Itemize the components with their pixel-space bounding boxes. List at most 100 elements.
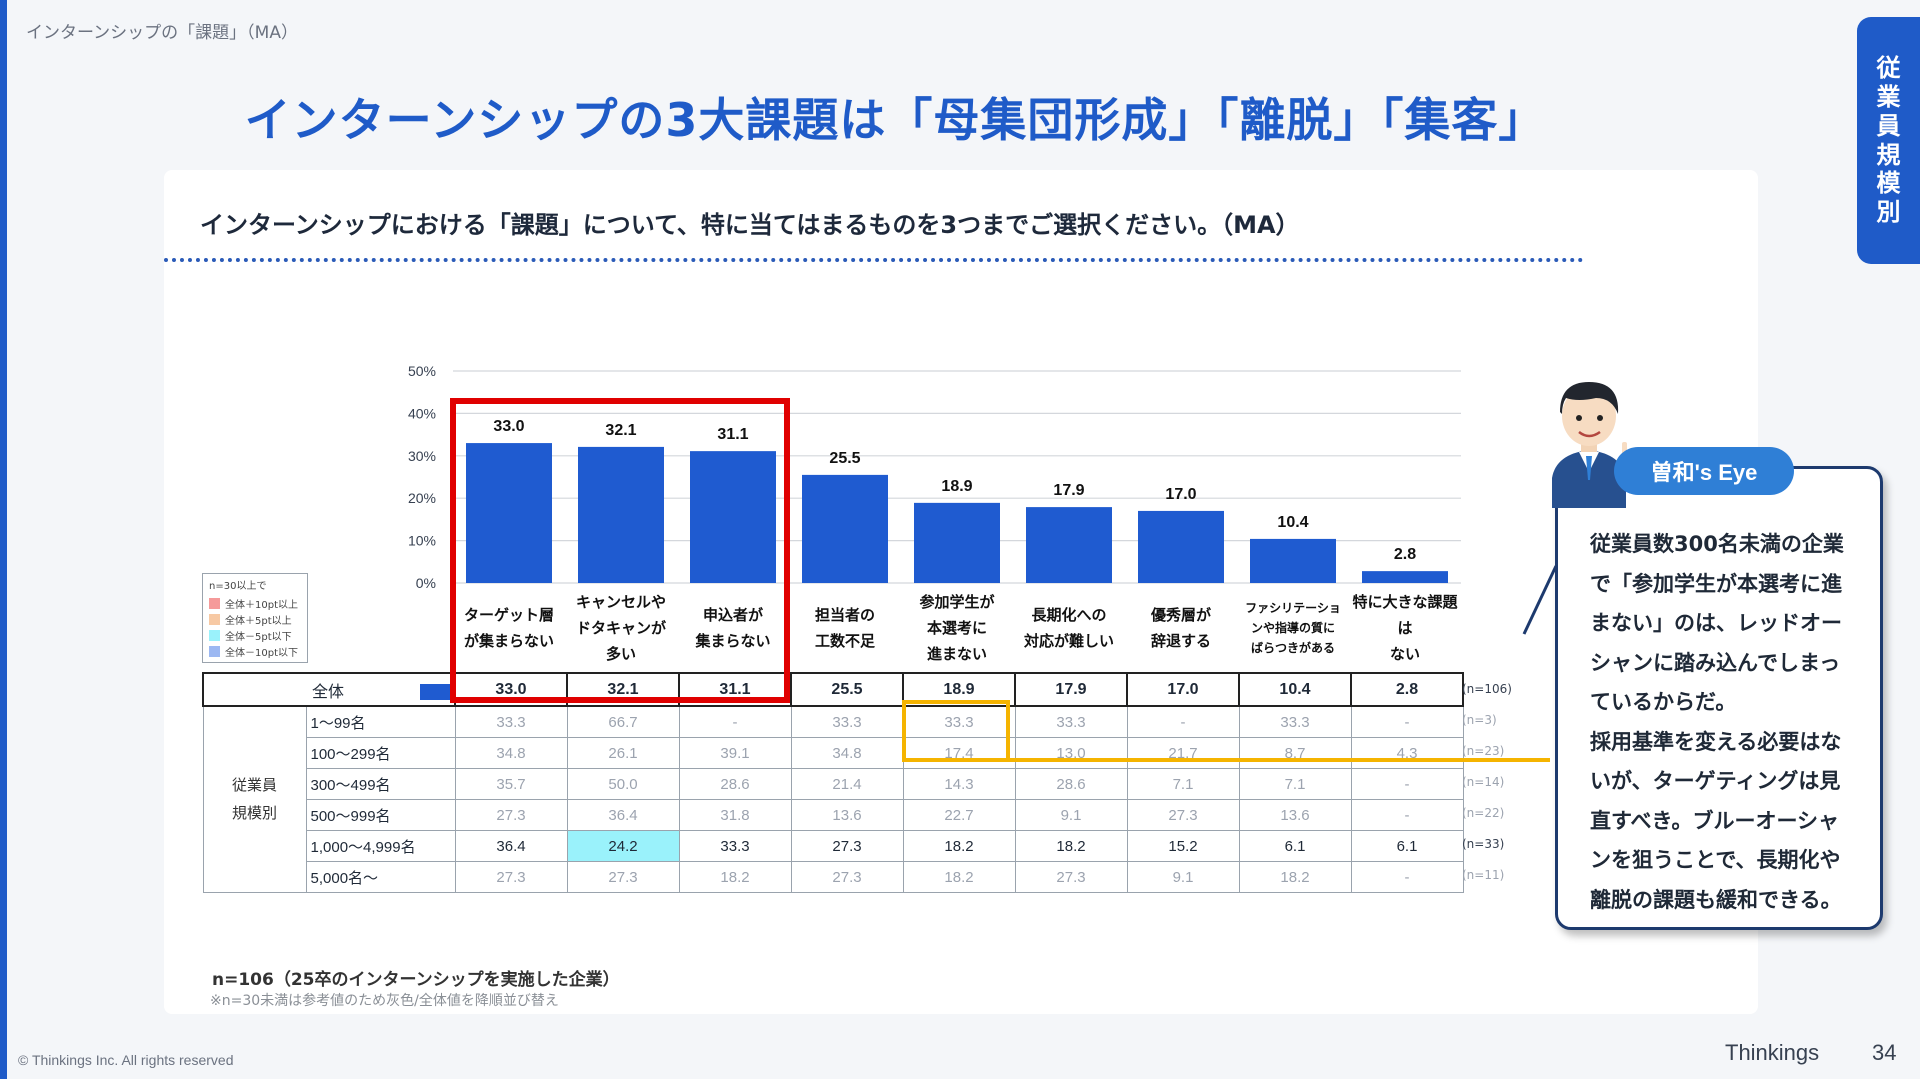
legend-swatch	[209, 613, 220, 625]
total-row-label: 全体	[202, 672, 456, 707]
segment-label: 300～499名	[305, 768, 456, 800]
segment-cell: 18.2	[902, 830, 1016, 862]
segment-cell: 27.3	[454, 799, 568, 831]
category-label: 申込者が 集まらない	[695, 606, 771, 650]
small-company-highlight-box	[902, 700, 1010, 762]
segment-cell: 36.4	[454, 830, 568, 862]
bar	[466, 443, 552, 583]
legend-header: n=30以上で	[209, 581, 267, 592]
segment-cell: 13.0	[1014, 737, 1128, 769]
total-row: 全体 33.0 32.1 31.1 25.5 18.9 17.9 17.0 10.4 2.8	[202, 672, 1464, 707]
segment-cell: 22.7	[902, 799, 1016, 831]
segment-cell: 18.2	[1238, 861, 1352, 893]
segment-cell: 33.3	[1014, 705, 1128, 738]
segment-cell: -	[1350, 705, 1464, 738]
sample-size-label: (n=23)	[1462, 744, 1505, 758]
side-tab-employee-size[interactable]: 従業員規模別	[1857, 17, 1920, 264]
segment-row: 300～499名 35.7 50.0 28.6 21.4 14.3 28.6 7.1 7.1-	[203, 768, 1464, 800]
bar	[1250, 538, 1336, 583]
segment-cell: 27.3	[790, 861, 904, 893]
segment-cell: 33.3	[454, 705, 568, 738]
sample-size-label: (n=106)	[1462, 682, 1512, 696]
segment-label: 500～999名	[305, 799, 456, 831]
segment-cell: -	[1350, 861, 1464, 893]
y-tick-label: 30%	[408, 448, 436, 464]
survey-question: インターンシップにおける「課題」について、特に当てはまるものを3つまでご選択くだ…	[200, 211, 1300, 239]
bar	[690, 451, 776, 583]
sample-size-label: (n=22)	[1462, 806, 1505, 820]
segment-cell: 21.4	[790, 768, 904, 800]
color-legend: n=30以上で 全体＋10pt以上 全体＋5pt以上 全体－5pt以下 全体－10pt…	[202, 573, 308, 663]
y-tick-label: 20%	[408, 490, 436, 506]
total-cell: 17.0	[1126, 672, 1240, 707]
segment-cell: 28.6	[1014, 768, 1128, 800]
comment-paragraph: 従業員数300名未満の企業で「参加学生が本選考に進まない」のは、レッドオーシャン…	[1590, 532, 1844, 714]
comment-paragraph: 採用基準を変える必要はないが、ターゲティングは見直すべき。ブルーオーシャンを狙う…	[1590, 729, 1842, 912]
legend-item: 全体－5pt以下	[209, 627, 301, 643]
category-label: 優秀層が 辞退する	[1150, 606, 1211, 650]
segment-cell: -	[1350, 768, 1464, 800]
segment-cell: 13.6	[790, 799, 904, 831]
breakdown-table: 全体 33.0 32.1 31.1 25.5 18.9 17.9 17.0 10.4 2.8 従業員…	[202, 672, 1464, 893]
expert-comment-box: 従業員数300名未満の企業で「参加学生が本選考に進まない」のは、レッドオーシャン…	[1555, 466, 1883, 930]
left-accent-bar	[0, 0, 7, 1079]
bar	[578, 446, 664, 583]
segment-cell: 50.0	[566, 768, 680, 800]
side-tab-char: 別	[1876, 198, 1901, 227]
breadcrumb: インターンシップの「課題」（MA）	[26, 23, 298, 43]
group-label: 従業員 規模別	[202, 705, 307, 893]
expert-comment-text: 従業員数300名未満の企業で「参加学生が本選考に進まない」のは、レッドオーシャン…	[1590, 525, 1856, 920]
legend-label: 全体＋10pt以上	[225, 599, 298, 611]
legend-swatch	[209, 645, 220, 657]
segment-cell: -	[678, 705, 792, 738]
bar	[802, 474, 888, 583]
callout-connector-line	[1008, 758, 1550, 762]
segment-cell: -	[1350, 799, 1464, 831]
segment-cell: -	[1126, 705, 1240, 738]
speech-pointer	[1522, 565, 1558, 635]
total-cell: 25.5	[790, 672, 904, 707]
reference-note: ※n=30未満は参考値のため灰色/全体値を降順並び替え	[210, 993, 559, 1009]
y-tick-label: 40%	[408, 405, 436, 421]
segment-cell: 27.3	[1126, 799, 1240, 831]
legend-label: 全体＋5pt以上	[225, 615, 292, 627]
segment-label: 5,000名～	[305, 861, 456, 893]
segment-cell: 13.6	[1238, 799, 1352, 831]
segment-cell: 31.8	[678, 799, 792, 831]
data-label: 17.9	[1053, 482, 1084, 499]
data-label: 18.9	[941, 478, 972, 495]
top3-highlight-box	[450, 398, 790, 703]
page-title: インターンシップの3大課題は「母集団形成」「離脱」「集客」	[244, 93, 1546, 147]
segment-row: 500～999名 27.3 36.4 31.8 13.6 22.7 9.1 27.3 13.6-	[203, 799, 1464, 831]
segment-cell: 15.2	[1126, 830, 1240, 862]
segment-cell: 24.2	[566, 830, 680, 862]
bar	[914, 502, 1000, 583]
side-tab-char: 従	[1876, 54, 1901, 83]
y-tick-label: 0%	[416, 575, 436, 591]
legend-item: 全体＋5pt以上	[209, 611, 301, 627]
total-swatch	[420, 684, 455, 701]
legend-item: 全体＋10pt以上	[209, 595, 301, 611]
bar	[1362, 571, 1448, 583]
segment-cell: 9.1	[1126, 861, 1240, 893]
copyright: © Thinkings Inc. All rights reserved	[18, 1052, 234, 1068]
total-label: 全体	[312, 683, 345, 701]
segment-cell: 33.3	[678, 830, 792, 862]
data-label: 33.0	[493, 418, 524, 435]
segment-cell: 6.1	[1350, 830, 1464, 862]
sample-size-label: (n=3)	[1462, 713, 1497, 727]
data-label: 25.5	[829, 450, 860, 467]
sample-size-label: (n=11)	[1462, 868, 1505, 882]
y-tick-label: 10%	[408, 533, 436, 549]
segment-row: 従業員 規模別 1～99名 33.3 66.7-33.3 33.3 33.3-33.3-	[202, 705, 1464, 893]
segment-row: 1,000～4,999名 36.4 24.2 33.3 27.3 18.2 18.2 15.2…	[203, 830, 1464, 862]
total-cell: 2.8	[1350, 672, 1464, 707]
category-label: 担当者の 工数不足	[814, 606, 875, 650]
data-label: 31.1	[717, 426, 748, 443]
side-tab-char: 規	[1876, 140, 1901, 169]
segment-cell: 33.3	[790, 705, 904, 738]
segment-row: 5,000名～ 27.3 27.3 18.2 27.3 18.2 27.3 9.1 18.2-	[203, 861, 1464, 893]
legend-item: 全体－10pt以下	[209, 643, 301, 659]
legend-swatch	[209, 629, 220, 641]
expert-badge: 曽和's Eye	[1614, 447, 1794, 495]
